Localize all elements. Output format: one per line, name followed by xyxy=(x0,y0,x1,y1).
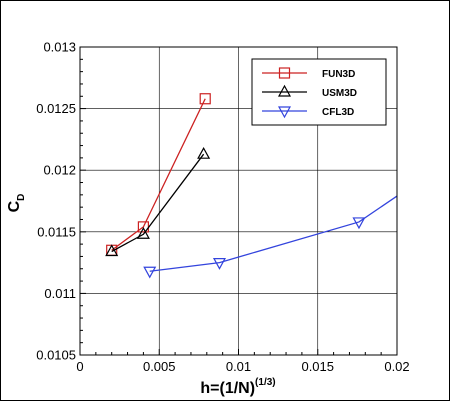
y-axis-label-subscript: D xyxy=(16,194,27,201)
data-point-usm3d xyxy=(136,227,150,239)
data-point-cfl3d xyxy=(352,217,366,230)
y-tick-label: 0.012 xyxy=(43,163,76,178)
data-point-cfl3d xyxy=(143,266,157,279)
legend-marker-fun3d xyxy=(278,67,291,79)
legend-entry-cfl3d: CFL3D xyxy=(262,106,354,119)
x-tick-label: 0 xyxy=(76,359,83,374)
legend: FUN3D USM3D CFL3D xyxy=(251,58,387,126)
legend-label-usm3d: USM3D xyxy=(322,88,357,99)
data-point-usm3d xyxy=(105,244,119,257)
data-point-cfl3d xyxy=(212,258,226,270)
y-tick-label: 0.013 xyxy=(43,40,76,55)
x-axis-label: h=(1/N)(1/3) xyxy=(200,377,275,397)
x-axis-label-main: h=(1/N) xyxy=(200,380,255,397)
series-line-fun3d xyxy=(111,98,206,251)
y-tick-label: 0.011 xyxy=(44,286,76,301)
legend-entry-usm3d: USM3D xyxy=(262,84,357,99)
axis-ticks: 0 0.005 0.01 0.015 0.02 0.0105 0.011 0.0115 0.01… xyxy=(36,40,409,375)
series-layer xyxy=(105,93,397,279)
legend-marker-usm3d xyxy=(277,84,292,97)
x-tick-label: 0.02 xyxy=(384,359,409,374)
x-axis-label-exponent: (1/3) xyxy=(255,377,276,388)
series-line-usm3d xyxy=(111,153,205,253)
y-tick-label: 0.0115 xyxy=(37,224,76,239)
series-cfl3d xyxy=(143,195,397,279)
y-axis-label: CD xyxy=(6,194,27,213)
y-tick-label: 0.0125 xyxy=(36,101,76,116)
y-tick-label: 0.0105 xyxy=(36,348,76,363)
series-line-cfl3d xyxy=(149,195,397,272)
series-usm3d xyxy=(105,146,211,257)
y-axis-label-main: C xyxy=(6,200,23,212)
data-point-usm3d xyxy=(197,146,211,159)
x-tick-label: 0.015 xyxy=(301,359,334,374)
x-tick-label: 0.01 xyxy=(226,359,251,374)
legend-label-fun3d: FUN3D xyxy=(322,69,355,80)
legend-marker-cfl3d xyxy=(277,106,292,119)
x-tick-label: 0.005 xyxy=(143,359,176,374)
data-point-fun3d xyxy=(199,93,211,105)
legend-label-cfl3d: CFL3D xyxy=(322,107,354,118)
legend-entry-fun3d: FUN3D xyxy=(262,67,355,80)
